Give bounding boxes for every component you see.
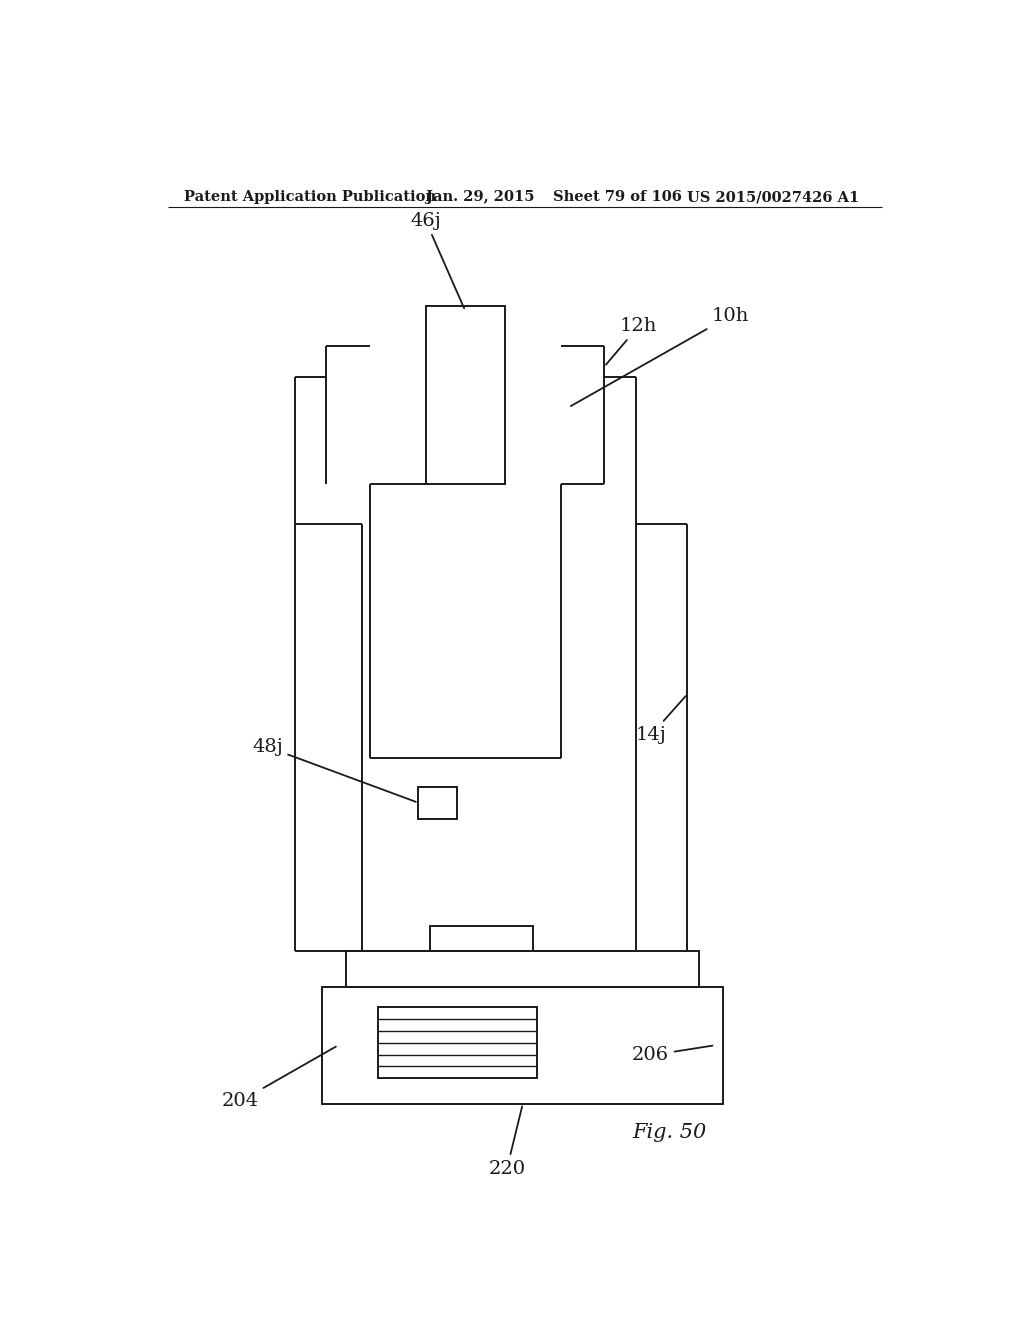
Text: 206: 206 <box>632 1045 713 1064</box>
Bar <box>430 925 532 952</box>
Bar <box>323 987 723 1104</box>
Bar <box>378 1007 537 1078</box>
Text: 48j: 48j <box>252 738 416 801</box>
Text: Sheet 79 of 106: Sheet 79 of 106 <box>553 190 681 205</box>
Text: 46j: 46j <box>411 211 464 309</box>
Bar <box>419 787 457 818</box>
Text: 12h: 12h <box>606 317 657 364</box>
Text: Fig. 50: Fig. 50 <box>632 1122 707 1142</box>
Bar <box>426 306 505 483</box>
Text: Patent Application Publication: Patent Application Publication <box>183 190 435 205</box>
Text: 220: 220 <box>488 1106 525 1177</box>
Text: 14j: 14j <box>636 696 686 743</box>
Text: 10h: 10h <box>570 308 749 407</box>
Text: US 2015/0027426 A1: US 2015/0027426 A1 <box>687 190 860 205</box>
Text: Jan. 29, 2015: Jan. 29, 2015 <box>426 190 535 205</box>
Text: 204: 204 <box>222 1047 336 1110</box>
Bar <box>346 952 699 987</box>
